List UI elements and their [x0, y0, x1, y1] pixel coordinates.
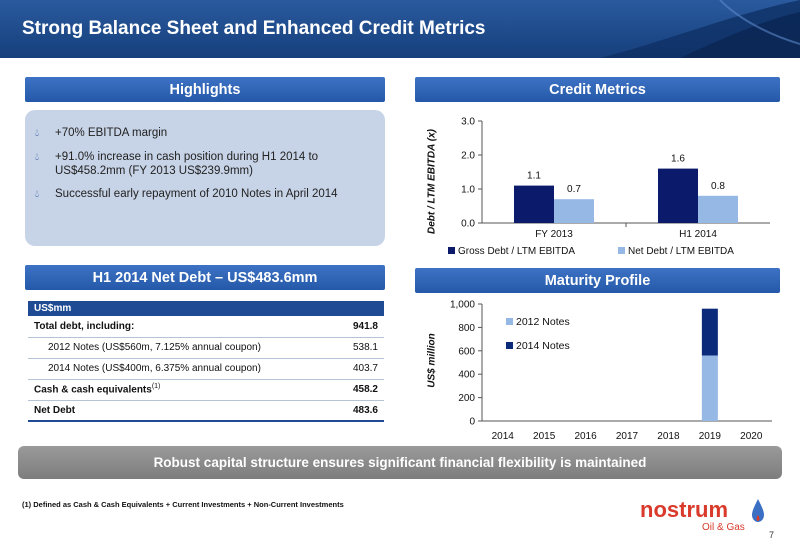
legend-label: Gross Debt / LTM EBITDA [458, 246, 575, 257]
credit-metrics-heading: Credit Metrics [415, 77, 780, 102]
table-row: 2012 Notes (US$560m, 7.125% annual coupo… [28, 337, 384, 359]
credit-metrics-chart: 0.0 1.0 2.0 3.0 1.1 0.7 FY 2013 1.6 0.8 H1 2014 Gr… [448, 117, 770, 257]
x-tick-label: 2016 [574, 431, 597, 442]
highlights-panel: 💧︎ +70% EBITDA margin 💧︎ +91.0% increase… [25, 110, 385, 246]
drop-bullet-icon: 💧︎ [35, 128, 39, 139]
net-debt-heading: H1 2014 Net Debt – US$483.6mm [25, 265, 385, 290]
bar [658, 168, 698, 223]
legend-swatch [618, 247, 625, 254]
data-label: 0.7 [567, 184, 581, 195]
table-row: Cash & cash equivalents(1) 458.2 [28, 379, 384, 401]
highlight-item: 💧︎ Successful early repayment of 2010 No… [35, 187, 371, 202]
drop-bullet-icon: 💧︎ [35, 152, 39, 163]
x-tick-label: 2020 [740, 431, 763, 442]
bar [554, 199, 594, 223]
y-tick-label: 3.0 [461, 117, 475, 128]
data-label: 1.6 [671, 154, 685, 165]
highlight-text: Successful early repayment of 2010 Notes… [55, 188, 338, 200]
header-swoosh-icon [600, 0, 800, 58]
row-value: 941.8 [336, 316, 384, 338]
table-row: Total debt, including: 941.8 [28, 316, 384, 338]
table-row: 2014 Notes (US$400m, 6.375% annual coupo… [28, 358, 384, 380]
row-value: 403.7 [336, 358, 384, 380]
drop-bullet-icon: 💧︎ [35, 189, 39, 200]
data-label: 0.8 [711, 181, 725, 192]
highlights-heading: Highlights [25, 77, 385, 102]
maturity-profile-chart: 0 200 400 600 800 1,000 2014 2015 2016 2017 2018 20… [450, 300, 772, 442]
x-tick-label: 2019 [699, 431, 722, 442]
maturity-profile-heading: Maturity Profile [415, 268, 780, 293]
row-label: Net Debt [28, 400, 337, 422]
highlight-item: 💧︎ +91.0% increase in cash position duri… [35, 150, 371, 178]
y-tick-label: 1.0 [461, 185, 475, 196]
bar [698, 195, 738, 223]
nostrum-logo-icon: nostrum Oil & Gas [640, 497, 764, 533]
table-row: Net Debt 483.6 [28, 400, 384, 422]
y-tick-label: 600 [458, 346, 475, 357]
y-tick-label: 0.0 [461, 219, 475, 230]
data-label: 1.1 [527, 171, 541, 182]
unit-label: US$mm [28, 301, 384, 316]
highlight-item: 💧︎ +70% EBITDA margin [35, 126, 371, 141]
legend-label: Net Debt / LTM EBITDA [628, 246, 734, 257]
stacked-bar-segment [701, 308, 718, 356]
footnote-ref: (1) [151, 383, 161, 391]
legend-swatch [506, 318, 513, 325]
row-label: 2014 Notes (US$400m, 6.375% annual coupo… [28, 358, 337, 380]
x-tick-label: 2015 [533, 431, 556, 442]
y-tick-label: 400 [458, 370, 475, 381]
slide-header: Strong Balance Sheet and Enhanced Credit… [0, 0, 800, 58]
x-tick-label: 2017 [616, 431, 639, 442]
summary-banner: Robust capital structure ensures signifi… [18, 446, 782, 479]
row-label: Cash & cash equivalents(1) [28, 379, 337, 401]
row-label: 2012 Notes (US$560m, 7.125% annual coupo… [28, 337, 337, 359]
net-debt-table: US$mm Total debt, including: 941.8 2012 … [28, 301, 384, 422]
x-tick-label: H1 2014 [679, 229, 717, 240]
logo-wordmark: nostrum [640, 497, 728, 522]
x-tick-label: FY 2013 [535, 229, 573, 240]
x-tick-label: 2018 [657, 431, 680, 442]
footnote: (1) Defined as Cash & Cash Equivalents +… [22, 500, 344, 509]
x-tick-label: 2014 [492, 431, 515, 442]
row-value: 458.2 [336, 379, 384, 401]
page-number: 7 [768, 530, 774, 540]
y-tick-label: 1,000 [450, 300, 475, 311]
maturity-chart-ylabel: US$ million [426, 333, 438, 388]
legend-swatch [448, 247, 455, 254]
y-tick-label: 2.0 [461, 151, 475, 162]
highlight-text: +70% EBITDA margin [55, 127, 168, 139]
y-tick-label: 0 [469, 417, 475, 428]
legend-label: 2014 Notes [516, 340, 570, 352]
logo-tagline: Oil & Gas [702, 522, 745, 533]
highlight-text: +91.0% increase in cash position during … [55, 151, 319, 177]
y-tick-label: 200 [458, 393, 475, 404]
row-value: 483.6 [336, 400, 384, 422]
legend-label: 2012 Notes [516, 316, 570, 328]
table-header-row: US$mm [28, 301, 384, 316]
slide-title: Strong Balance Sheet and Enhanced Credit… [22, 18, 486, 39]
legend-swatch [506, 342, 513, 349]
bar [514, 185, 554, 223]
y-tick-label: 800 [458, 323, 475, 334]
row-label: Total debt, including: [28, 316, 337, 338]
row-value: 538.1 [336, 337, 384, 359]
stacked-bar-segment [701, 355, 718, 421]
